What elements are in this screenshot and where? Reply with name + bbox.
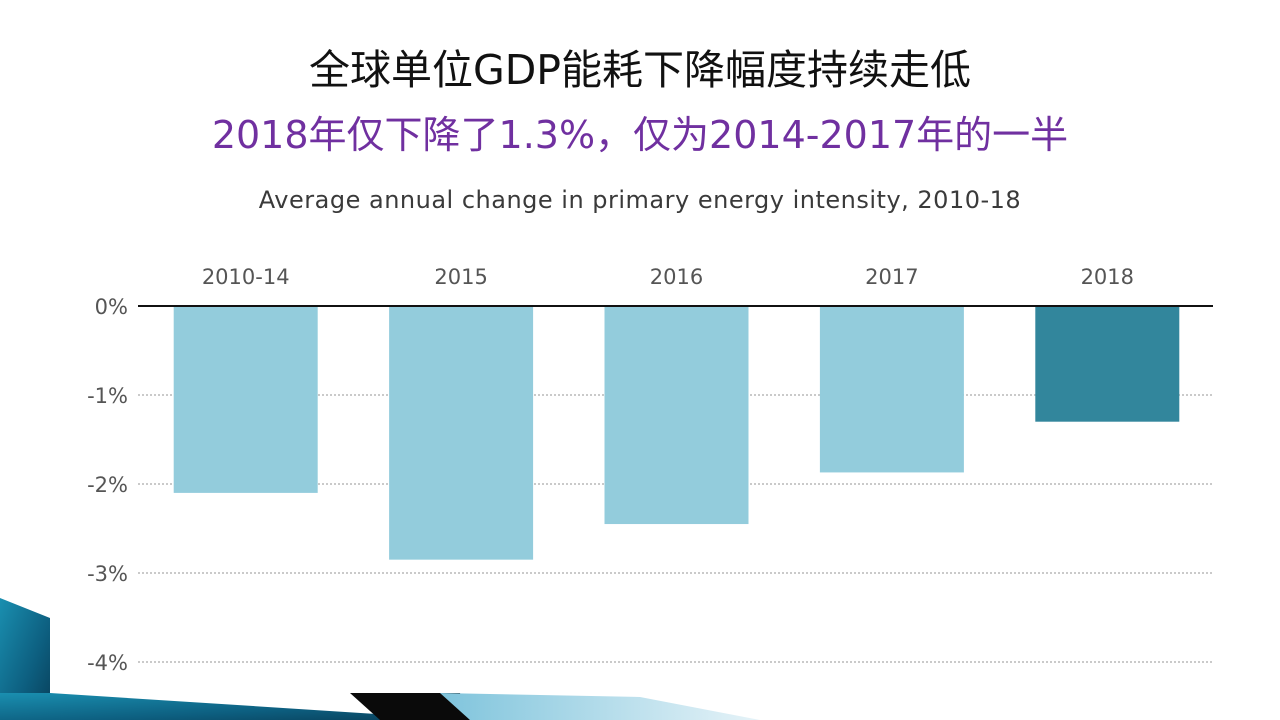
x-tick-label: 2015 bbox=[434, 265, 487, 289]
light-stripe bbox=[440, 693, 760, 720]
bar bbox=[389, 306, 534, 560]
chart-title: Average annual change in primary energy … bbox=[258, 186, 1022, 214]
teal-corner-shape bbox=[0, 598, 50, 720]
y-tick-label: -2% bbox=[87, 473, 128, 497]
slide-title: 全球单位GDP能耗下降幅度持续走低 bbox=[308, 46, 972, 94]
bar bbox=[1035, 306, 1180, 422]
bar bbox=[173, 306, 318, 493]
y-tick-label: -3% bbox=[87, 562, 128, 586]
x-tick-label: 2010-14 bbox=[202, 265, 290, 289]
x-tick-label: 2018 bbox=[1081, 265, 1134, 289]
x-tick-label: 2016 bbox=[650, 265, 703, 289]
teal-bottom-band bbox=[0, 693, 470, 720]
dark-stripe bbox=[350, 693, 470, 720]
x-tick-label: 2017 bbox=[865, 265, 918, 289]
slide-subtitle: 2018年仅下降了1.3%，仅为2014-2017年的一半 bbox=[211, 113, 1069, 157]
y-tick-label: -4% bbox=[87, 651, 128, 675]
bar bbox=[819, 306, 964, 473]
y-tick-label: 0% bbox=[95, 295, 128, 319]
bar bbox=[604, 306, 749, 525]
y-tick-label: -1% bbox=[87, 384, 128, 408]
